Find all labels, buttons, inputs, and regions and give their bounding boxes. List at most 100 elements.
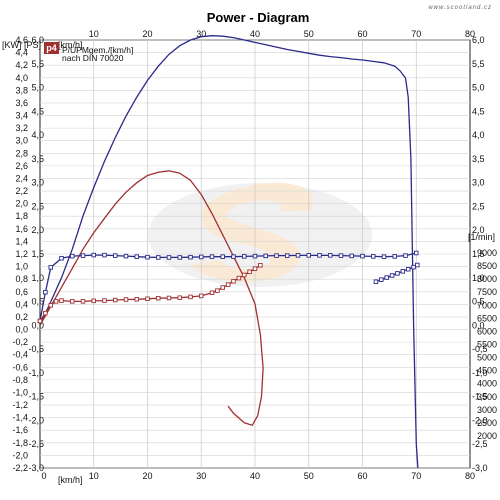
ps-tick-label-left: 3,0 bbox=[31, 178, 44, 188]
series-line-1 bbox=[39, 170, 264, 426]
series-marker-4 bbox=[247, 269, 252, 275]
rpm-tick-label: 9000 bbox=[477, 248, 497, 258]
series-marker-2 bbox=[295, 253, 301, 258]
ps-tick-label-right: -2,0 bbox=[472, 415, 488, 425]
left-axis-units: [KW] [PS] bbox=[2, 40, 41, 50]
series-marker-3 bbox=[415, 262, 420, 268]
series-layer bbox=[37, 35, 420, 469]
kw-tick-label: 0,4 bbox=[15, 299, 28, 309]
series-marker-3 bbox=[379, 277, 384, 282]
ps-tick-label-left: -3,0 bbox=[28, 463, 44, 473]
series-marker-3 bbox=[389, 273, 395, 278]
kw-tick-label: 2,0 bbox=[15, 199, 28, 209]
kw-tick-label: -2,0 bbox=[12, 450, 28, 460]
series-marker-2 bbox=[91, 252, 96, 258]
series-marker-4 bbox=[241, 272, 247, 278]
legend: p4 P/UPMgem./[km/h] nach DIN 70020 bbox=[44, 42, 133, 63]
rpm-tick-label: 5500 bbox=[477, 340, 497, 350]
ps-tick-label-left: -0,5 bbox=[28, 344, 44, 354]
ps-tick-label-right: 0,5 bbox=[472, 297, 485, 307]
rpm-tick-label: 4500 bbox=[477, 366, 497, 376]
ps-tick-label-right: 1,5 bbox=[472, 249, 485, 259]
rpm-tick-label: 4000 bbox=[477, 379, 497, 389]
series-marker-4 bbox=[258, 263, 263, 268]
x-tick-label-bottom: 10 bbox=[89, 471, 99, 481]
kw-tick-label: 3,4 bbox=[15, 111, 28, 121]
rpm-tick-label: 3500 bbox=[477, 392, 497, 402]
rpm-tick-label: 6500 bbox=[477, 313, 497, 323]
ps-tick-label-left: 4,0 bbox=[31, 130, 44, 140]
series-marker-2 bbox=[48, 265, 54, 270]
series-line-0 bbox=[39, 35, 419, 469]
series-marker-4 bbox=[112, 297, 118, 303]
ps-tick-label-left: 4,5 bbox=[31, 106, 44, 116]
series-marker-2 bbox=[209, 254, 215, 259]
series-marker-2 bbox=[349, 253, 355, 259]
series-marker-2 bbox=[252, 253, 258, 259]
kw-tick-label: 1,2 bbox=[15, 249, 28, 259]
legend-badge: p4 bbox=[46, 43, 57, 53]
series-marker-2 bbox=[112, 253, 118, 258]
x-tick-label-bottom: 80 bbox=[465, 471, 475, 481]
ps-tick-label-right: 2,0 bbox=[472, 225, 485, 235]
series-marker-2 bbox=[43, 289, 48, 295]
ps-tick-label-left: 2,5 bbox=[31, 201, 44, 211]
series-marker-4 bbox=[134, 297, 139, 302]
x-tick-label-top: 80 bbox=[465, 29, 475, 39]
ps-tick-label-right: -1,0 bbox=[472, 368, 488, 378]
x-tick-label-bottom: 60 bbox=[357, 471, 367, 481]
series-marker-3 bbox=[405, 266, 411, 272]
ps-tick-label-left: 5,5 bbox=[31, 59, 44, 69]
x-tick-label-top: 40 bbox=[250, 29, 260, 39]
series-marker-4 bbox=[43, 310, 48, 316]
series-marker-4 bbox=[91, 298, 96, 304]
x-tick-label-bottom: 40 bbox=[250, 471, 260, 481]
series-marker-2 bbox=[285, 253, 290, 258]
grid bbox=[40, 39, 470, 469]
series-marker-2 bbox=[317, 253, 322, 258]
series-marker-2 bbox=[241, 254, 247, 259]
ps-tick-label-left: -2,5 bbox=[28, 439, 44, 449]
ps-tick-label-left: -2,0 bbox=[28, 415, 44, 425]
top-x-axis-units: [km/h] bbox=[58, 40, 83, 50]
kw-tick-label: 1,8 bbox=[15, 211, 28, 221]
kw-tick-label: 2,8 bbox=[15, 148, 28, 158]
series-marker-2 bbox=[123, 253, 129, 259]
ps-tick-label-left: 3,5 bbox=[31, 154, 44, 164]
x-tick-label-top: 30 bbox=[196, 29, 206, 39]
rpm-tick-label: 2500 bbox=[477, 418, 497, 428]
ps-tick-label-left: -1,0 bbox=[28, 368, 44, 378]
x-tick-label-top: 60 bbox=[357, 29, 367, 39]
rpm-tick-label: 8000 bbox=[477, 274, 497, 284]
ps-tick-label-right: 5,5 bbox=[472, 59, 485, 69]
ps-tick-label-right: 5,0 bbox=[472, 83, 485, 93]
ps-tick-label-right: -0,5 bbox=[472, 344, 488, 354]
series-marker-2 bbox=[392, 254, 398, 259]
series-marker-4 bbox=[198, 293, 204, 299]
ps-tick-label-left: 1,5 bbox=[31, 249, 44, 259]
series-marker-2 bbox=[338, 253, 344, 258]
kw-tick-label: 0,6 bbox=[15, 287, 28, 297]
ps-tick-label-left: 1,0 bbox=[31, 273, 44, 283]
series-marker-2 bbox=[145, 254, 150, 260]
x-tick-label-bottom: 70 bbox=[411, 471, 421, 481]
series-marker-4 bbox=[155, 295, 161, 301]
ps-tick-label-right: -2,5 bbox=[472, 439, 488, 449]
series-marker-2 bbox=[360, 253, 365, 259]
x-tick-label-bottom: 0 bbox=[41, 471, 46, 481]
kw-tick-label: 3,8 bbox=[15, 85, 28, 95]
kw-tick-label: 1,0 bbox=[15, 262, 28, 272]
series-marker-4 bbox=[123, 297, 129, 302]
series-marker-2 bbox=[166, 255, 172, 260]
series-marker-3 bbox=[411, 264, 416, 270]
series-marker-4 bbox=[252, 266, 258, 271]
x-tick-label-bottom: 50 bbox=[304, 471, 314, 481]
series-marker-4 bbox=[48, 303, 54, 308]
kw-tick-label: -0,6 bbox=[12, 362, 28, 372]
ps-tick-label-right: 3,0 bbox=[472, 178, 485, 188]
kw-tick-label: -0,4 bbox=[12, 350, 28, 360]
rpm-tick-label: 6000 bbox=[477, 326, 497, 336]
series-marker-4 bbox=[53, 299, 59, 304]
kw-tick-label: 3,6 bbox=[15, 98, 28, 108]
